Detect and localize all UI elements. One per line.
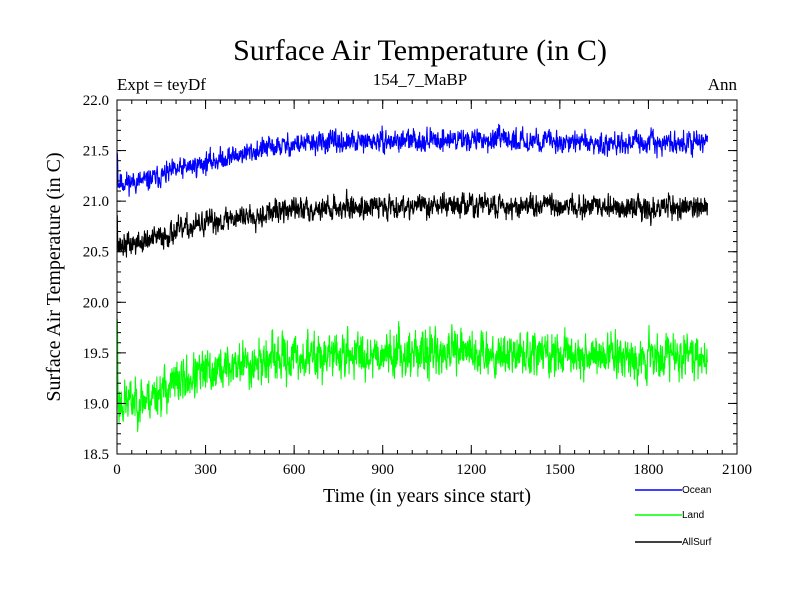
legend: Ocean Land AllSurf <box>635 485 712 548</box>
season-label: Ann <box>708 75 738 94</box>
x-tick-label: 600 <box>283 462 306 478</box>
x-tick-label: 1200 <box>456 462 486 478</box>
legend-label-allsurf: AllSurf <box>682 537 712 548</box>
y-tick-label: 21.0 <box>83 194 109 210</box>
series-layer <box>116 123 709 433</box>
experiment-label: Expt = teyDf <box>117 75 206 94</box>
y-tick-label: 19.0 <box>83 396 109 412</box>
y-tick-label: 21.5 <box>83 144 109 160</box>
legend-label-land: Land <box>682 510 704 521</box>
y-tick-label: 20.0 <box>83 295 109 311</box>
y-tick-label: 22.0 <box>83 93 109 109</box>
case-label: 154_7_MaBP <box>373 70 467 89</box>
x-tick-label: 1800 <box>633 462 663 478</box>
series-line-ocean <box>116 123 709 197</box>
legend-label-ocean: Ocean <box>682 485 711 496</box>
x-tick-label: 1500 <box>545 462 575 478</box>
chart-title: Surface Air Temperature (in C) <box>233 34 607 67</box>
axes-layer: 0 300 600 900 1200 1500 1800 2100 18.5 19.0 19.5 20… <box>83 93 752 478</box>
y-tick-label: 18.5 <box>83 447 109 463</box>
x-tick-label: 0 <box>113 462 121 478</box>
x-tick-label: 300 <box>194 462 217 478</box>
y-tick-label: 20.5 <box>83 245 109 261</box>
series-line-allsurf <box>116 188 709 258</box>
x-axis-label: Time (in years since start) <box>323 485 531 507</box>
y-tick-label: 19.5 <box>83 346 109 362</box>
x-tick-label: 900 <box>371 462 394 478</box>
x-tick-label: 2100 <box>722 462 752 478</box>
series-line-land <box>116 318 709 433</box>
y-axis-label: Surface Air Temperature (in C) <box>43 152 65 401</box>
